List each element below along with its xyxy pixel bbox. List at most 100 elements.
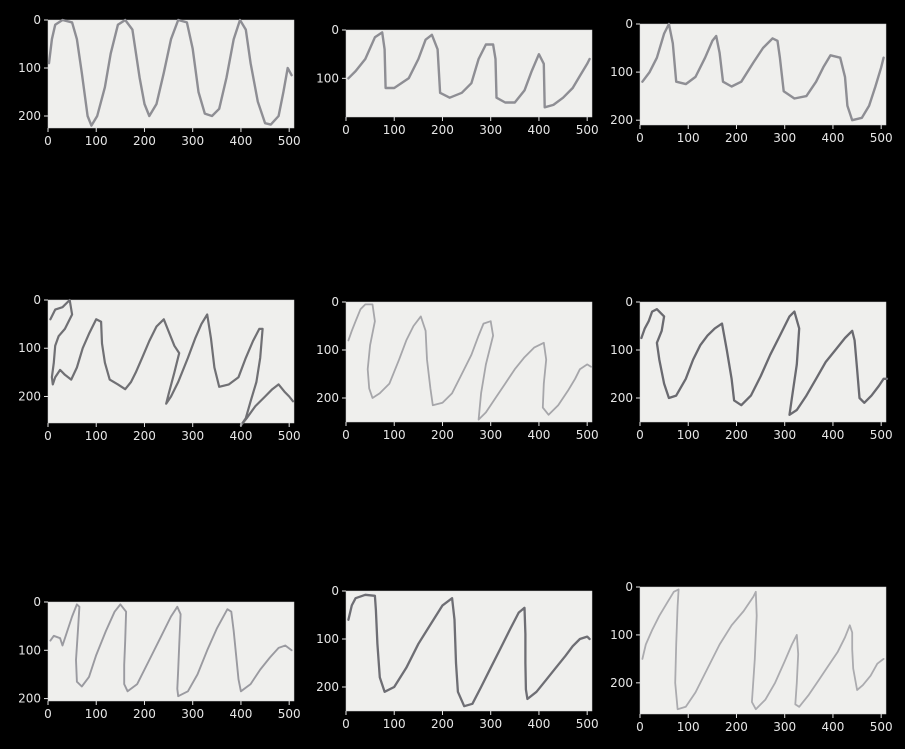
y-tick-label: 100 [18,341,41,355]
subplot-1-svg: 0 100 200 300 400 500 0 100 200 [18,13,301,148]
handwritten-stroke [49,298,295,427]
x-tick-label: 300 [479,717,502,731]
subplot-6-svg: 0 100 200 300 400 500 0 100 200 [610,295,893,442]
y-tick-label: 100 [18,61,41,75]
x-tick-label: 100 [85,429,108,443]
x-tick-label: 300 [479,123,502,137]
handwritten-stroke [640,308,889,416]
x-tick-label: 100 [383,428,406,442]
image-area [345,590,593,712]
y-tick-label: 100 [316,632,339,646]
x-tick-label: 500 [278,134,301,148]
x-tick-label: 200 [133,707,156,721]
y-tick-label: 200 [610,113,633,127]
y-tick-label: 0 [331,584,339,598]
x-tick-label: 0 [342,123,350,137]
x-tick-label: 200 [133,134,156,148]
y-tick-label: 0 [331,295,339,309]
subplot-5: 0 100 200 300 400 500 0 100 200 [316,294,608,446]
image-area [47,299,295,424]
y-tick-label: 0 [33,13,41,27]
x-tick-label: 500 [870,131,893,145]
subplot-8-svg: 0 100 200 300 400 500 0 100 200 [316,584,599,731]
handwritten-stroke [347,593,591,708]
x-tick-label: 100 [677,720,700,734]
x-tick-label: 200 [431,428,454,442]
x-tick-label: 0 [44,134,52,148]
handwritten-stroke [641,588,885,711]
x-tick-label: 200 [431,717,454,731]
x-tick-label: 400 [229,134,252,148]
x-tick-label: 100 [677,131,700,145]
y-tick-label: 100 [610,628,633,642]
x-tick-label: 400 [821,428,844,442]
x-tick-label: 200 [431,123,454,137]
y-tick-label: 100 [18,643,41,657]
y-tick-label: 0 [33,595,41,609]
y-tick-label: 0 [625,17,633,31]
subplot-2: 0 100 200 300 400 500 0 100 [316,22,608,141]
x-tick-label: 200 [725,720,748,734]
y-tick-label: 0 [331,23,339,37]
x-tick-label: 300 [479,428,502,442]
x-tick-label: 400 [527,123,550,137]
x-tick-label: 200 [133,429,156,443]
subplot-6: 0 100 200 300 400 500 0 100 200 [610,294,902,446]
x-tick-label: 500 [576,428,599,442]
x-tick-label: 300 [773,428,796,442]
subplot-4-svg: 0 100 200 300 400 500 0 100 200 [18,293,301,443]
x-tick-label: 100 [85,707,108,721]
x-tick-label: 400 [821,720,844,734]
handwritten-stroke [49,603,293,698]
x-tick-label: 300 [181,134,204,148]
x-tick-label: 300 [773,131,796,145]
y-tick-label: 100 [610,343,633,357]
subplot-8: 0 100 200 300 400 500 0 100 200 [316,583,608,735]
handwritten-stroke [347,31,591,109]
x-tick-label: 400 [229,429,252,443]
subplot-3-svg: 0 100 200 300 400 500 0 100 200 [610,17,893,145]
y-tick-label: 100 [610,65,633,79]
handwritten-stroke [641,22,885,122]
y-tick-label: 0 [625,580,633,594]
image-area [345,29,593,118]
subplot-3: 0 100 200 300 400 500 0 100 200 [610,16,902,149]
x-tick-label: 0 [636,131,644,145]
x-tick-label: 100 [383,717,406,731]
x-tick-label: 500 [870,428,893,442]
image-area [639,586,887,715]
y-tick-label: 100 [316,71,339,85]
y-tick-label: 200 [18,109,41,123]
image-area [345,301,593,423]
x-tick-label: 0 [342,428,350,442]
subplot-5-svg: 0 100 200 300 400 500 0 100 200 [316,295,599,442]
x-tick-label: 400 [821,131,844,145]
handwritten-stroke [347,303,592,421]
subplot-9-svg: 0 100 200 300 400 500 0 100 200 [610,580,893,734]
x-tick-label: 200 [725,131,748,145]
y-tick-label: 100 [316,343,339,357]
x-tick-label: 400 [527,428,550,442]
image-area [639,301,887,423]
x-tick-label: 200 [725,428,748,442]
x-tick-label: 100 [85,134,108,148]
x-tick-label: 0 [342,717,350,731]
x-tick-label: 500 [576,123,599,137]
x-tick-label: 0 [44,707,52,721]
x-tick-label: 400 [229,707,252,721]
x-tick-label: 300 [181,429,204,443]
x-tick-label: 0 [636,720,644,734]
x-tick-label: 300 [181,707,204,721]
x-tick-label: 500 [870,720,893,734]
y-tick-label: 200 [610,391,633,405]
x-tick-label: 0 [636,428,644,442]
y-tick-label: 0 [33,293,41,307]
subplot-9: 0 100 200 300 400 500 0 100 200 [610,579,902,738]
x-tick-label: 500 [576,717,599,731]
y-tick-label: 200 [18,692,41,706]
x-tick-label: 0 [44,429,52,443]
y-tick-label: 0 [625,295,633,309]
x-tick-label: 400 [527,717,550,731]
subplot-4: 0 100 200 300 400 500 0 100 200 [18,292,310,447]
